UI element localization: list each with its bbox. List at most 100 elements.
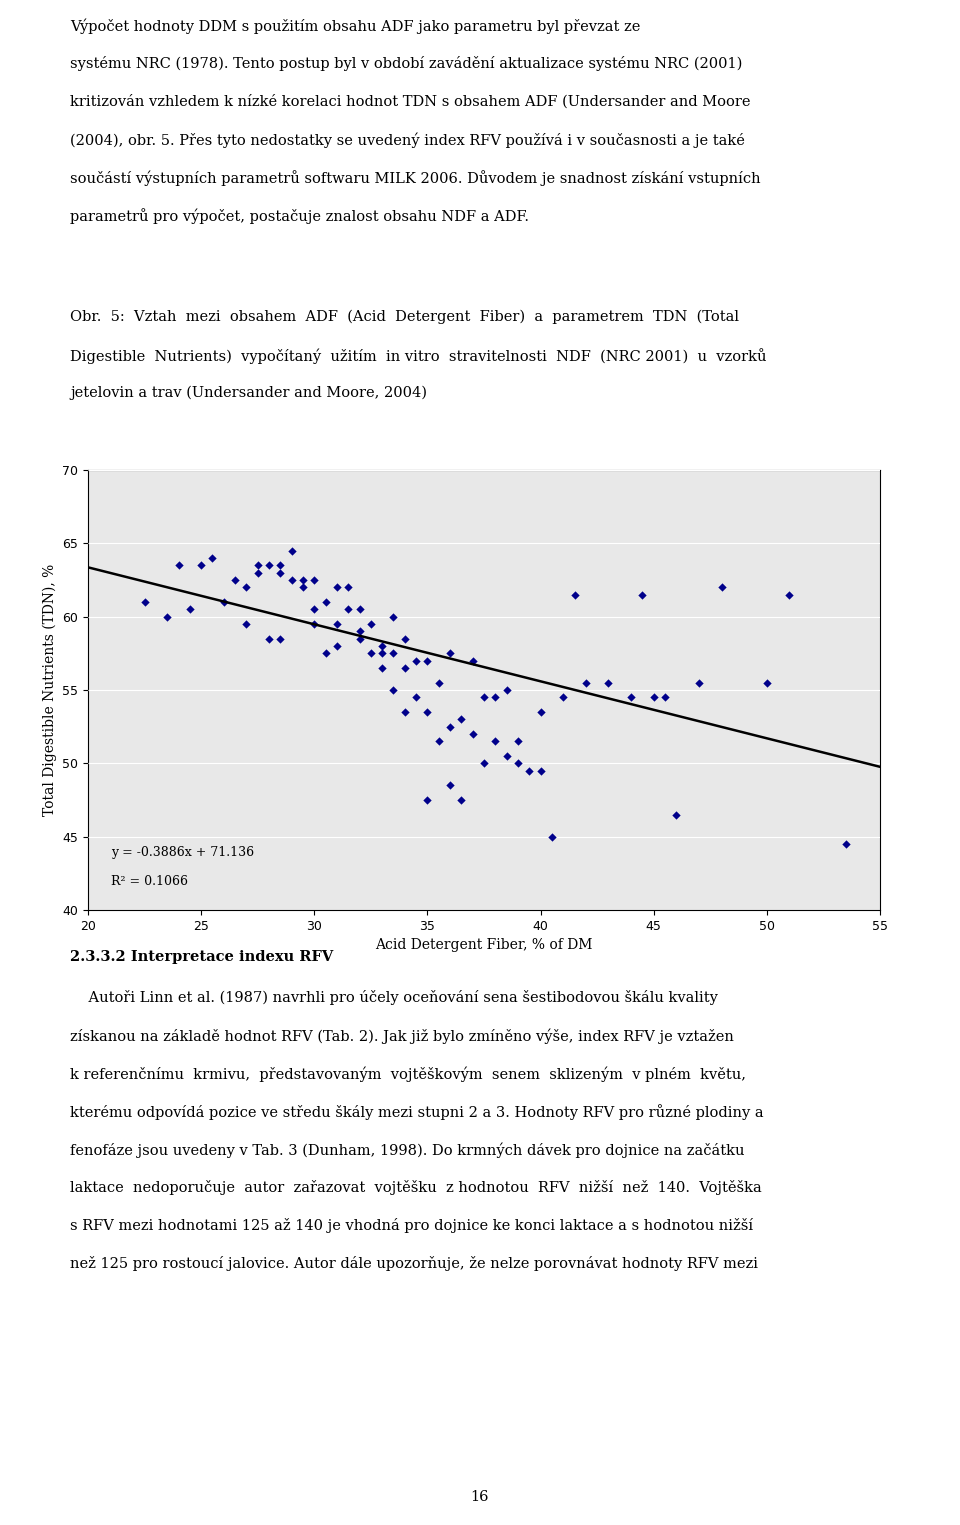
Text: jetelovin a trav (Undersander and Moore, 2004): jetelovin a trav (Undersander and Moore,… bbox=[70, 386, 427, 401]
Point bbox=[273, 627, 288, 651]
Point bbox=[488, 685, 503, 709]
Point bbox=[306, 598, 322, 622]
Point bbox=[420, 648, 435, 673]
Point bbox=[556, 685, 571, 709]
Text: systému NRC (1978). Tento postup byl v období zavádění aktualizace systému NRC (: systému NRC (1978). Tento postup byl v o… bbox=[70, 56, 742, 72]
Point bbox=[781, 583, 797, 607]
Point bbox=[386, 640, 401, 665]
Point bbox=[601, 671, 616, 695]
Point bbox=[443, 715, 458, 740]
Text: Obr.  5:  Vztah  mezi  obsahem  ADF  (Acid  Detergent  Fiber)  a  parametrem  TD: Obr. 5: Vztah mezi obsahem ADF (Acid Det… bbox=[70, 310, 739, 325]
Text: 16: 16 bbox=[470, 1490, 490, 1504]
Point bbox=[296, 567, 311, 592]
Text: Autoři Linn et al. (1987) navrhli pro účely oceňování sena šestibodovou škálu kv: Autoři Linn et al. (1987) navrhli pro úč… bbox=[70, 990, 718, 1005]
Point bbox=[420, 788, 435, 813]
Point bbox=[533, 700, 548, 724]
Y-axis label: Total Digestible Nutrients (TDN), %: Total Digestible Nutrients (TDN), % bbox=[42, 564, 57, 816]
Text: R² = 0.1066: R² = 0.1066 bbox=[110, 875, 187, 888]
Point bbox=[476, 685, 492, 709]
Point bbox=[454, 788, 469, 813]
Point bbox=[759, 671, 775, 695]
Point bbox=[250, 561, 265, 586]
Point bbox=[623, 685, 638, 709]
Point bbox=[533, 758, 548, 782]
Text: kterému odpovídá pozice ve středu škály mezi stupni 2 a 3. Hodnoty RFV pro různé: kterému odpovídá pozice ve středu škály … bbox=[70, 1104, 763, 1119]
Text: Digestible  Nutrients)  vypočítaný  užitím  in vitro  stravitelnosti  NDF  (NRC : Digestible Nutrients) vypočítaný užitím … bbox=[70, 348, 766, 364]
Text: než 125 pro rostoucí jalovice. Autor dále upozorňuje, že nelze porovnávat hodnot: než 125 pro rostoucí jalovice. Autor dál… bbox=[70, 1257, 758, 1270]
Point bbox=[408, 648, 423, 673]
Point bbox=[261, 627, 276, 651]
Point bbox=[431, 729, 446, 753]
Point bbox=[386, 604, 401, 628]
Text: kritizován vzhledem k nízké korelaci hodnot TDN s obsahem ADF (Undersander and M: kritizován vzhledem k nízké korelaci hod… bbox=[70, 95, 751, 108]
Point bbox=[838, 831, 853, 856]
Point bbox=[397, 656, 413, 680]
Point bbox=[658, 685, 673, 709]
Text: k referenčnímu  krmivu,  představovaným  vojtěškovým  senem  sklizeným  v plném : k referenčnímu krmivu, představovaným vo… bbox=[70, 1066, 746, 1081]
Point bbox=[374, 656, 390, 680]
Point bbox=[431, 671, 446, 695]
Point bbox=[669, 802, 684, 827]
Point bbox=[635, 583, 650, 607]
Point bbox=[182, 598, 198, 622]
Point bbox=[239, 612, 254, 636]
Point bbox=[443, 773, 458, 798]
Point bbox=[488, 729, 503, 753]
Point bbox=[329, 634, 345, 659]
Point bbox=[363, 612, 378, 636]
Point bbox=[476, 752, 492, 776]
Point bbox=[250, 554, 265, 578]
Point bbox=[511, 729, 526, 753]
Text: 2.3.3.2 Interpretace indexu RFV: 2.3.3.2 Interpretace indexu RFV bbox=[70, 950, 333, 964]
Point bbox=[296, 575, 311, 599]
Point bbox=[306, 612, 322, 636]
Point bbox=[408, 685, 423, 709]
Text: (2004), obr. 5. Přes tyto nedostatky se uvedený index RFV používá i v současnost: (2004), obr. 5. Přes tyto nedostatky se … bbox=[70, 133, 745, 148]
Text: fenofáze jsou uvedeny v Tab. 3 (Dunham, 1998). Do krmných dávek pro dojnice na z: fenofáze jsou uvedeny v Tab. 3 (Dunham, … bbox=[70, 1142, 745, 1157]
Point bbox=[352, 598, 368, 622]
Point bbox=[318, 640, 333, 665]
Point bbox=[261, 554, 276, 578]
Point bbox=[329, 612, 345, 636]
Text: y = -0.3886x + 71.136: y = -0.3886x + 71.136 bbox=[110, 846, 253, 859]
Point bbox=[465, 721, 480, 746]
Point bbox=[714, 575, 730, 599]
Point bbox=[329, 575, 345, 599]
Text: Výpočet hodnoty DDM s použitím obsahu ADF jako parametru byl převzat ze: Výpočet hodnoty DDM s použitím obsahu AD… bbox=[70, 18, 640, 34]
Point bbox=[454, 708, 469, 732]
Point bbox=[341, 598, 356, 622]
Point bbox=[420, 700, 435, 724]
Point bbox=[306, 567, 322, 592]
Point bbox=[566, 583, 582, 607]
Point bbox=[239, 575, 254, 599]
Point bbox=[352, 627, 368, 651]
Point bbox=[318, 590, 333, 615]
Point bbox=[499, 744, 515, 769]
Point bbox=[273, 561, 288, 586]
Point bbox=[273, 554, 288, 578]
Text: s RFV mezi hodnotami 125 až 140 je vhodná pro dojnice ke konci laktace a s hodno: s RFV mezi hodnotami 125 až 140 je vhodn… bbox=[70, 1218, 754, 1234]
Point bbox=[646, 685, 661, 709]
Point bbox=[137, 590, 153, 615]
X-axis label: Acid Detergent Fiber, % of DM: Acid Detergent Fiber, % of DM bbox=[375, 938, 592, 952]
Point bbox=[691, 671, 707, 695]
Point bbox=[544, 825, 560, 849]
Point bbox=[443, 640, 458, 665]
Point bbox=[374, 634, 390, 659]
Point bbox=[284, 538, 300, 563]
Text: parametrů pro výpočet, postačuje znalost obsahu NDF a ADF.: parametrů pro výpočet, postačuje znalost… bbox=[70, 207, 529, 224]
Point bbox=[228, 567, 243, 592]
Point bbox=[521, 758, 537, 782]
Point bbox=[499, 677, 515, 702]
Point bbox=[465, 648, 480, 673]
Point bbox=[386, 677, 401, 702]
Point bbox=[194, 554, 209, 578]
Text: součástí výstupních parametrů softwaru MILK 2006. Důvodem je snadnost získání vs: součástí výstupních parametrů softwaru M… bbox=[70, 169, 760, 186]
Point bbox=[363, 640, 378, 665]
Point bbox=[374, 640, 390, 665]
Point bbox=[511, 752, 526, 776]
Point bbox=[352, 619, 368, 644]
Point bbox=[159, 604, 175, 628]
Point bbox=[216, 590, 231, 615]
Point bbox=[578, 671, 593, 695]
